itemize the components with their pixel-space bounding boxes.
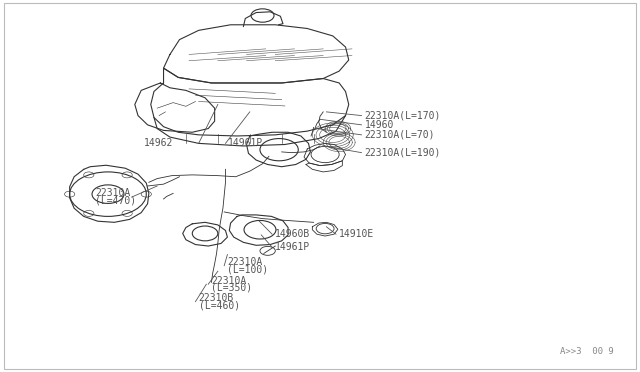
Text: 14961P: 14961P (227, 138, 262, 148)
Text: 14961P: 14961P (275, 242, 310, 252)
Text: 22310A(L=70): 22310A(L=70) (365, 130, 435, 140)
Text: (L=460): (L=460) (198, 300, 240, 310)
Text: 22310A: 22310A (95, 188, 131, 198)
Text: 14960: 14960 (365, 120, 394, 130)
Text: 22310A: 22310A (227, 257, 262, 267)
Text: 22310A: 22310A (211, 276, 246, 285)
Text: 22310A(L=170): 22310A(L=170) (365, 110, 441, 121)
Text: 22310A(L=190): 22310A(L=190) (365, 148, 441, 158)
Text: (L=100): (L=100) (227, 264, 269, 275)
Text: (L=350): (L=350) (211, 283, 253, 293)
Text: A>>3  00 9: A>>3 00 9 (560, 347, 614, 356)
Text: (L=470): (L=470) (95, 196, 136, 206)
Text: 22310B: 22310B (198, 293, 234, 303)
Text: 14962: 14962 (144, 138, 173, 148)
Text: 14960B: 14960B (275, 229, 310, 239)
Text: 14910E: 14910E (339, 229, 374, 239)
